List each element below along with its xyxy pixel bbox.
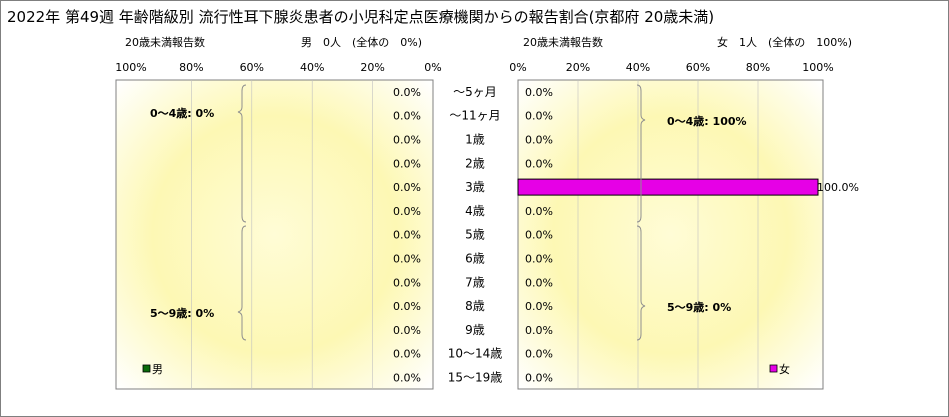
category-label: 1歳 bbox=[465, 133, 485, 147]
male-value-label: 0.0% bbox=[393, 157, 421, 170]
left-gridlines bbox=[191, 80, 373, 389]
category-label: 3歳 bbox=[465, 180, 485, 194]
right-tick-label: 80% bbox=[746, 61, 770, 74]
female-bars bbox=[517, 178, 819, 196]
male-value-label: 0.0% bbox=[393, 86, 421, 99]
female-value-label: 0.0% bbox=[525, 300, 553, 313]
left-group-label-5-9: 5～9歳: 0% bbox=[150, 306, 214, 320]
male-value-label: 0.0% bbox=[393, 372, 421, 385]
right-plot-area bbox=[517, 79, 824, 390]
female-value-label: 0.0% bbox=[525, 157, 553, 170]
left-tick-label: 80% bbox=[179, 61, 203, 74]
category-label: 8歳 bbox=[465, 299, 485, 313]
right-group-label-0-4: 0～4歳: 100% bbox=[667, 114, 747, 128]
legend-male-swatch bbox=[142, 364, 151, 373]
category-label: 7歳 bbox=[465, 275, 485, 289]
left-brace-0-4 bbox=[237, 84, 247, 223]
category-label: ～5ヶ月 bbox=[453, 85, 497, 99]
left-tick-label: 100% bbox=[115, 61, 146, 74]
female-value-label: 0.0% bbox=[525, 324, 553, 337]
category-label: 6歳 bbox=[465, 252, 485, 266]
female-value-label: 0.0% bbox=[525, 253, 553, 266]
male-value-label: 0.0% bbox=[393, 253, 421, 266]
chart-title: 2022年 第49週 年齢階級別 流行性耳下腺炎患者の小児科定点医療機関からの報… bbox=[7, 8, 714, 26]
female-value-label: 0.0% bbox=[525, 229, 553, 242]
right-brace-5-9 bbox=[636, 225, 646, 341]
female-value-label: 100.0% bbox=[817, 181, 859, 194]
female-value-labels: 0.0% 0.0% 0.0% 0.0% 100.0% 0.0% 0.0% 0.0% 0.0% 0.… bbox=[525, 86, 859, 385]
right-count-label: 20歳未満報告数 bbox=[523, 36, 603, 49]
right-tick-label: 0% bbox=[509, 61, 526, 74]
male-value-label: 0.0% bbox=[393, 181, 421, 194]
female-value-label: 0.0% bbox=[525, 348, 553, 361]
left-tick-label: 40% bbox=[300, 61, 324, 74]
category-label: 15～19歳 bbox=[448, 371, 503, 385]
category-label: 5歳 bbox=[465, 228, 485, 242]
right-tick-label: 60% bbox=[686, 61, 710, 74]
male-value-label: 0.0% bbox=[393, 229, 421, 242]
female-value-label: 0.0% bbox=[525, 134, 553, 147]
right-x-axis: 0% 20% 40% 60% 80% 100% bbox=[509, 61, 833, 74]
male-value-label: 0.0% bbox=[393, 134, 421, 147]
male-value-label: 0.0% bbox=[393, 324, 421, 337]
category-label: 2歳 bbox=[465, 156, 485, 170]
female-bar bbox=[517, 178, 819, 196]
male-value-label: 0.0% bbox=[393, 300, 421, 313]
female-value-label: 0.0% bbox=[525, 276, 553, 289]
category-label: 10～14歳 bbox=[448, 347, 503, 361]
male-value-label: 0.0% bbox=[393, 205, 421, 218]
right-brace-0-4 bbox=[636, 84, 646, 223]
female-value-label: 0.0% bbox=[525, 86, 553, 99]
left-tick-label: 0% bbox=[424, 61, 441, 74]
male-value-label: 0.0% bbox=[393, 276, 421, 289]
male-value-label: 0.0% bbox=[393, 348, 421, 361]
left-count-label: 20歳未満報告数 bbox=[125, 36, 205, 49]
legend-male-label: 男 bbox=[152, 363, 163, 376]
right-summary: 女 1人 (全体の 100%) bbox=[717, 35, 852, 49]
category-labels: ～5ヶ月 ～11ヶ月 1歳 2歳 3歳 4歳 5歳 6歳 7歳 8歳 9歳 10～14歳 15～19歳 bbox=[448, 85, 503, 385]
right-tick-label: 20% bbox=[566, 61, 590, 74]
legend-female-swatch bbox=[769, 364, 778, 373]
category-label: ～11ヶ月 bbox=[449, 109, 500, 123]
right-group-label-5-9: 5～9歳: 0% bbox=[667, 300, 731, 314]
female-value-label: 0.0% bbox=[525, 110, 553, 123]
right-gridlines bbox=[577, 80, 759, 389]
category-label: 9歳 bbox=[465, 323, 485, 337]
left-brace-5-9 bbox=[237, 225, 247, 341]
female-value-label: 0.0% bbox=[525, 205, 553, 218]
left-x-axis: 0% 20% 40% 60% 80% 100% bbox=[115, 61, 441, 74]
left-plot-area bbox=[115, 79, 434, 390]
left-summary: 男 0人 (全体の 0%) bbox=[301, 35, 422, 49]
right-tick-label: 40% bbox=[626, 61, 650, 74]
left-tick-label: 20% bbox=[360, 61, 384, 74]
right-tick-label: 100% bbox=[802, 61, 833, 74]
category-label: 4歳 bbox=[465, 204, 485, 218]
male-value-labels: 0.0% 0.0% 0.0% 0.0% 0.0% 0.0% 0.0% 0.0% 0.0% 0.0%… bbox=[393, 86, 421, 385]
male-value-label: 0.0% bbox=[393, 110, 421, 123]
left-group-label-0-4: 0～4歳: 0% bbox=[150, 106, 214, 120]
female-value-label: 0.0% bbox=[525, 372, 553, 385]
left-tick-label: 60% bbox=[240, 61, 264, 74]
legend-female-label: 女 bbox=[779, 362, 790, 376]
